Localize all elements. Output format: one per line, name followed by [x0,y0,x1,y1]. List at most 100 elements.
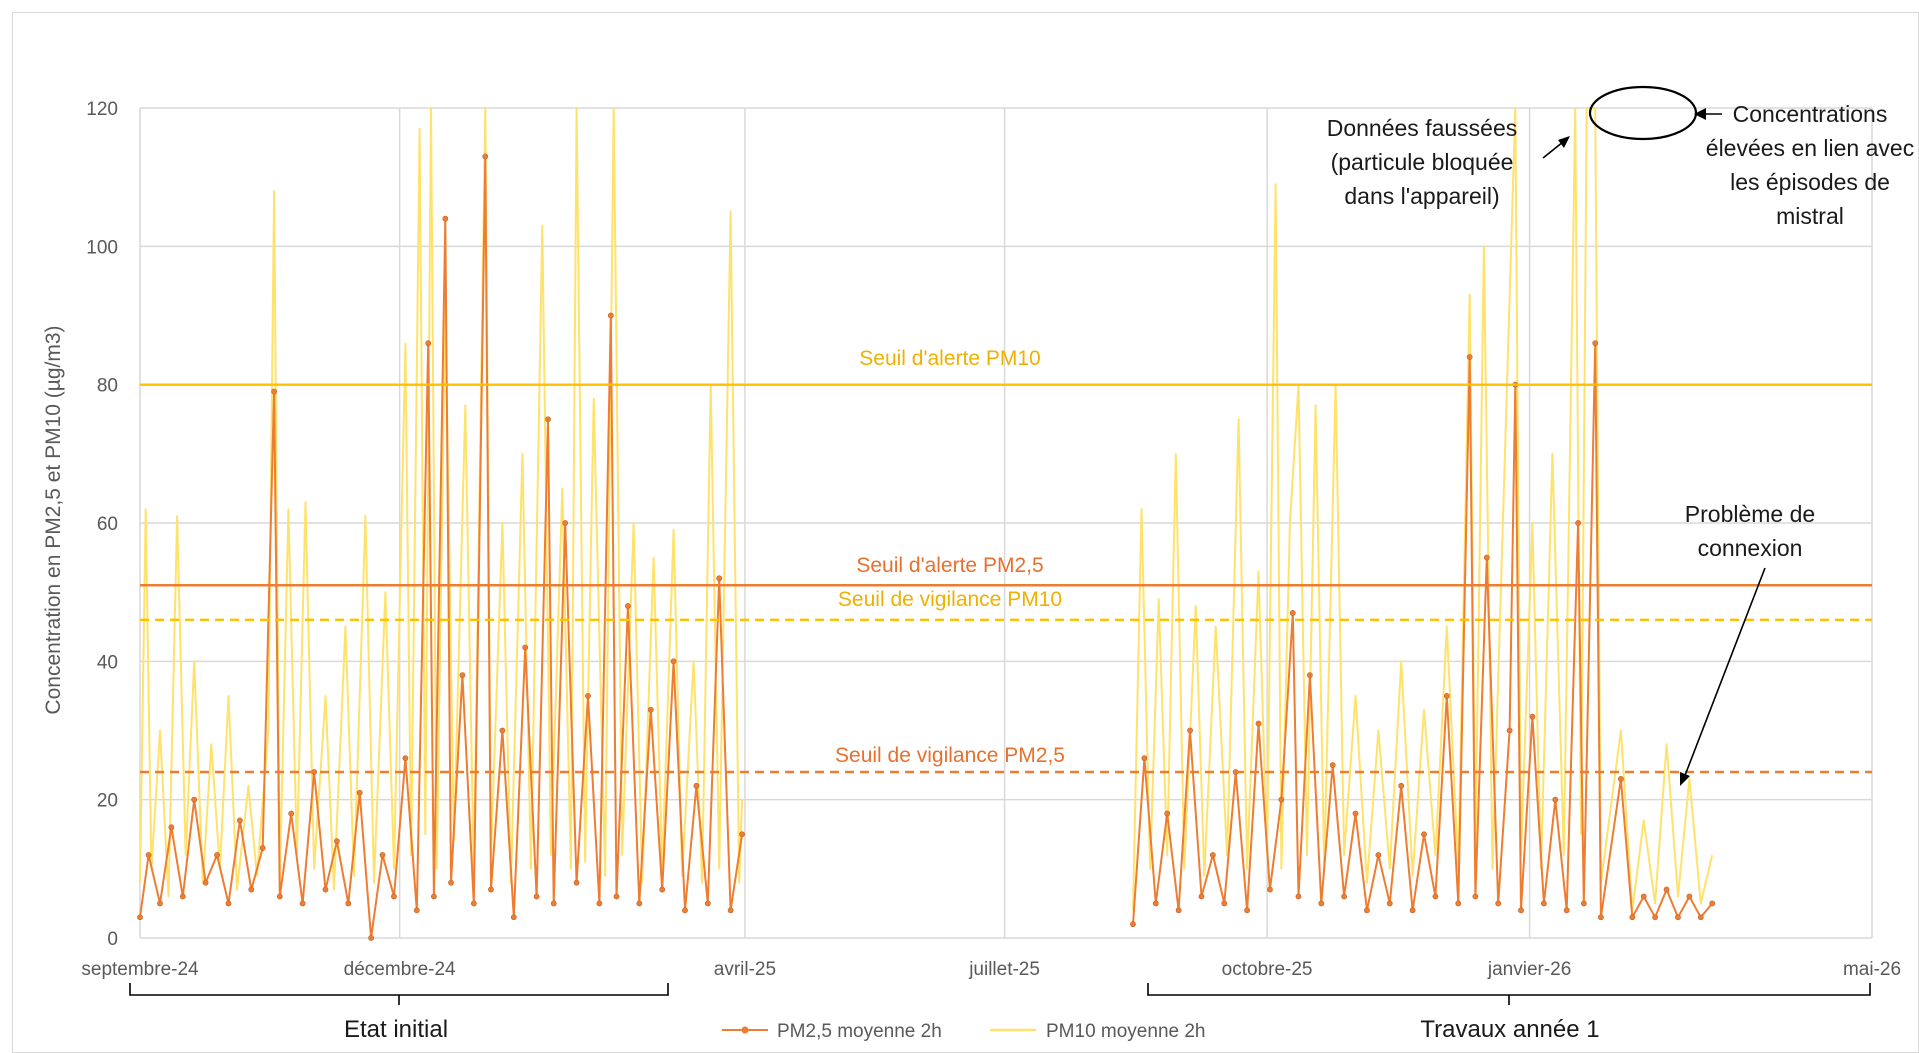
data-point [1386,900,1393,907]
data-point [425,340,432,347]
data-point [236,817,243,824]
x-tick-label: juillet-25 [968,959,1040,980]
data-point [1295,893,1302,900]
data-point [1598,914,1604,921]
data-point [1130,921,1136,928]
data-point [402,755,409,762]
annotation-mistral: mistral [1776,203,1844,229]
series-line [1132,342,1713,925]
data-point [613,893,620,900]
data-point [1483,554,1490,561]
arrow-line [1683,567,1766,779]
data-point [214,852,220,858]
data-point [288,810,295,817]
data-point [413,907,420,914]
data-point [276,893,283,900]
data-point [248,886,255,893]
threshold-lines: Seuil d'alerte PM10 Seuil d'alerte PM2,5 S… [140,347,1872,774]
data-point [145,852,152,858]
data-point [191,796,198,803]
data-point [1306,672,1313,679]
data-point [727,907,734,914]
data-point [1443,693,1450,699]
data-point [1618,776,1624,782]
data-point [1506,727,1513,734]
data-point [1364,907,1370,914]
data-point [271,388,278,395]
annotations: Données faussées (particule bloquée dans l… [1327,85,1914,786]
data-point [704,900,711,907]
data-point [1495,900,1502,907]
data-point [179,893,186,900]
data-point [1652,914,1659,921]
data-point [670,658,677,665]
data-point [345,900,352,907]
period-brackets: Etat initial Travaux année 1 [129,983,1871,1043]
data-point [1421,831,1427,838]
data-point [157,900,163,907]
data-point [585,693,591,699]
y-axis-ticks: 0 20 40 60 80 100 120 [86,99,118,950]
annotation-connection: Problème de [1685,501,1815,527]
data-point [1529,713,1536,720]
data-point [202,879,209,886]
arrow-head [1694,108,1706,120]
annotation-mistral: les épisodes de [1730,169,1890,195]
data-point [448,879,454,886]
y-tick-label: 60 [97,514,118,535]
y-tick-label: 20 [97,791,118,812]
data-point [225,900,232,907]
period-label: Travaux année 1 [1420,1016,1599,1043]
data-point [1592,340,1599,347]
data-point [1152,900,1159,907]
data-point [682,907,688,914]
data-point [1289,610,1296,616]
x-axis-ticks: septembre-24 décembre-24 avril-25 juillet-2… [81,959,1901,980]
data-point [659,886,666,893]
annotation-mistral: élevées en lien avec [1706,135,1914,161]
data-point [562,520,569,526]
x-tick-label: janvier-26 [1487,959,1571,980]
data-point [1432,893,1439,900]
data-point [1244,907,1251,914]
data-point [430,893,437,900]
mistral-ellipse [1588,85,1698,141]
data-point [1409,907,1416,914]
period-label: Etat initial [344,1016,448,1043]
data-point [1221,900,1228,907]
data-point [1278,796,1285,803]
y-tick-label: 0 [107,929,118,950]
data-point [1686,893,1693,900]
data-point [716,575,723,582]
x-tick-label: mai-26 [1843,959,1901,980]
data-point [693,782,700,789]
data-point [1267,886,1273,893]
data-point [1455,900,1462,907]
y-tick-label: 80 [97,376,118,397]
data-point [522,644,529,651]
data-point [739,831,745,838]
data-point [1318,900,1325,907]
data-point [1198,893,1205,900]
period-bracket [129,983,669,996]
data-point [322,886,329,893]
data-point [299,900,306,907]
data-point [1552,796,1559,803]
data-point [168,824,175,831]
data-point [482,153,489,160]
y-tick-label: 100 [86,237,118,258]
data-point [1375,852,1382,858]
y-tick-label: 120 [86,99,118,120]
data-point [442,215,449,222]
data-point [137,914,143,921]
data-point [607,312,614,319]
annotation-biased-data: Données faussées [1327,115,1518,141]
data-point [1580,900,1587,907]
data-point [356,789,363,796]
series-line [1132,107,1714,912]
data-point [459,672,466,679]
data-point [1398,782,1405,789]
data-point [259,845,266,851]
data-point [1640,893,1647,900]
data-point [1472,893,1479,900]
